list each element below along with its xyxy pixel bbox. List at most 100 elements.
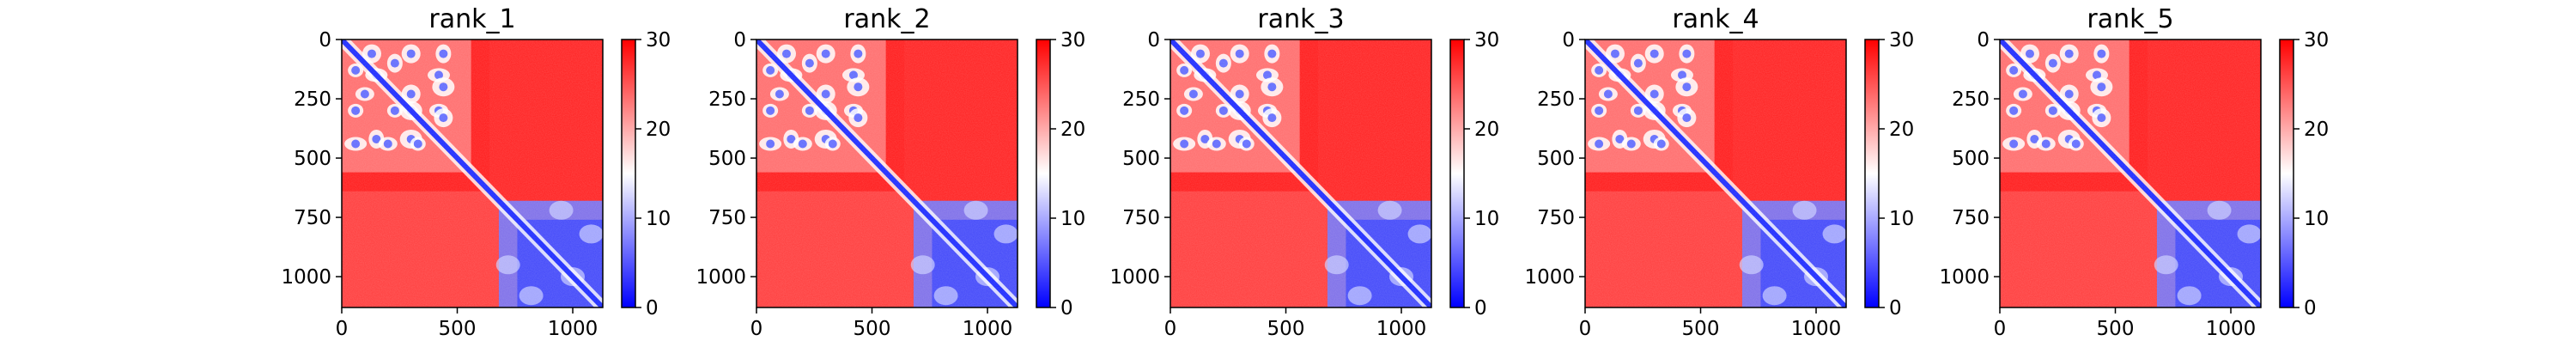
y-tick-label: 750 xyxy=(1537,207,1575,229)
y-tick-label: 0 xyxy=(1147,29,1160,52)
colorbar-tick-label: 0 xyxy=(1060,297,1073,320)
colorbar-tick-label: 30 xyxy=(2304,29,2329,52)
x-tick-label: 1000 xyxy=(2206,318,2257,340)
colorbar-tick-label: 20 xyxy=(2304,119,2329,141)
colorbar: 0 10 20 30 xyxy=(1036,29,1085,320)
colorbar-tick-label: 10 xyxy=(1060,208,1085,230)
colorbar: 0 10 20 30 xyxy=(1449,29,1499,320)
heatmap-image xyxy=(2000,40,2261,307)
x-tick-label: 1000 xyxy=(1791,318,1842,340)
y-tick-label: 0 xyxy=(733,29,746,52)
heatmap-texture xyxy=(2000,40,2261,307)
colorbar-frame xyxy=(2279,39,2294,308)
colorbar-tick-label: 10 xyxy=(646,208,671,230)
y-tick-label: 0 xyxy=(1977,29,1990,52)
y-tick-label: 250 xyxy=(1952,88,1990,111)
colorbar-frame xyxy=(621,39,636,308)
chart-title: rank_4 xyxy=(1672,4,1759,34)
heatmap-image xyxy=(1170,40,1431,307)
axes-frame xyxy=(756,39,1018,308)
y-tick-label: 1000 xyxy=(1524,266,1575,289)
axes-frame xyxy=(1999,39,2262,308)
colorbar-gradient xyxy=(622,40,635,307)
colorbar-tick-label: 30 xyxy=(1889,29,1914,52)
heatmap-panel-2: rank_2 0 500 1000 0 250 500 750 1000 0 10 20 30 xyxy=(696,4,1085,340)
colorbar: 0 10 20 30 xyxy=(1864,29,1914,320)
y-tick-label: 1000 xyxy=(1109,266,1160,289)
y-tick-label: 500 xyxy=(1122,148,1160,170)
x-tick-label: 0 xyxy=(1164,318,1177,340)
y-tick-label: 750 xyxy=(708,207,746,229)
x-tick-label: 1000 xyxy=(1376,318,1427,340)
y-tick-label: 0 xyxy=(319,29,331,52)
y-tick-label: 500 xyxy=(708,148,746,170)
y-tick-label: 750 xyxy=(1952,207,1990,229)
colorbar-tick-label: 20 xyxy=(1060,119,1085,141)
colorbar-tick-label: 20 xyxy=(646,119,671,141)
y-tick-label: 250 xyxy=(1537,88,1575,111)
colorbar-frame xyxy=(1864,39,1880,308)
x-tick-label: 500 xyxy=(854,318,891,340)
x-tick-label: 500 xyxy=(1267,318,1305,340)
heatmap-image xyxy=(756,40,1018,307)
heatmap-texture xyxy=(1585,40,1846,307)
chart-title: rank_1 xyxy=(428,4,515,34)
colorbar-frame xyxy=(1036,39,1051,308)
x-tick-label: 1000 xyxy=(548,318,598,340)
x-tick-label: 0 xyxy=(1994,318,2007,340)
colorbar-tick-label: 0 xyxy=(1474,297,1487,320)
y-tick-label: 1000 xyxy=(696,266,746,289)
chart-title: rank_3 xyxy=(1257,4,1344,34)
y-tick-label: 750 xyxy=(294,207,331,229)
y-tick-label: 1000 xyxy=(1939,266,1990,289)
y-tick-label: 750 xyxy=(1122,207,1160,229)
colorbar-frame xyxy=(1449,39,1465,308)
heatmap-panel-5: rank_5 0 500 1000 0 250 500 750 1000 0 10 20 30 xyxy=(1939,4,2329,340)
axes-frame xyxy=(1584,39,1847,308)
chart-title: rank_2 xyxy=(843,4,930,34)
colorbar-tick-label: 20 xyxy=(1889,119,1914,141)
colorbar-tick-label: 10 xyxy=(2304,208,2329,230)
x-tick-label: 0 xyxy=(336,318,349,340)
x-tick-label: 500 xyxy=(2097,318,2135,340)
colorbar: 0 10 20 30 xyxy=(621,29,671,320)
colorbar-tick-label: 20 xyxy=(1474,119,1499,141)
heatmap-panel-3: rank_3 0 500 1000 0 250 500 750 1000 0 10 20 30 xyxy=(1109,4,1499,340)
colorbar-tick-label: 0 xyxy=(1889,297,1902,320)
colorbar-gradient xyxy=(2280,40,2293,307)
x-tick-label: 0 xyxy=(1579,318,1592,340)
axes-frame xyxy=(341,39,604,308)
colorbar-tick-label: 0 xyxy=(646,297,659,320)
colorbar: 0 10 20 30 xyxy=(2279,29,2329,320)
x-tick-label: 1000 xyxy=(963,318,1013,340)
colorbar-tick-label: 30 xyxy=(1474,29,1499,52)
colorbar-tick-label: 0 xyxy=(2304,297,2317,320)
y-tick-label: 500 xyxy=(294,148,331,170)
colorbar-gradient xyxy=(1036,40,1050,307)
heatmap-panel-1: rank_1 0 500 1000 0 250 500 750 1000 0 10 20 30 xyxy=(281,4,671,340)
heatmap-image xyxy=(1585,40,1846,307)
colorbar-gradient xyxy=(1450,40,1464,307)
x-tick-label: 0 xyxy=(750,318,763,340)
heatmap-texture xyxy=(756,40,1018,307)
heatmap-panel-4: rank_4 0 500 1000 0 250 500 750 1000 0 10 20 30 xyxy=(1524,4,1914,340)
axes-frame xyxy=(1170,39,1432,308)
y-tick-label: 250 xyxy=(294,88,331,111)
colorbar-gradient xyxy=(1865,40,1879,307)
y-tick-label: 500 xyxy=(1537,148,1575,170)
y-tick-label: 500 xyxy=(1952,148,1990,170)
heatmap-texture xyxy=(1170,40,1431,307)
chart-title: rank_5 xyxy=(2087,4,2173,34)
colorbar-tick-label: 30 xyxy=(646,29,671,52)
y-tick-label: 250 xyxy=(708,88,746,111)
heatmap-image xyxy=(342,40,603,307)
heatmap-texture xyxy=(342,40,603,307)
colorbar-tick-label: 10 xyxy=(1474,208,1499,230)
colorbar-tick-label: 30 xyxy=(1060,29,1085,52)
x-tick-label: 500 xyxy=(439,318,477,340)
y-tick-label: 1000 xyxy=(281,266,331,289)
y-tick-label: 0 xyxy=(1562,29,1575,52)
x-tick-label: 500 xyxy=(1682,318,1720,340)
